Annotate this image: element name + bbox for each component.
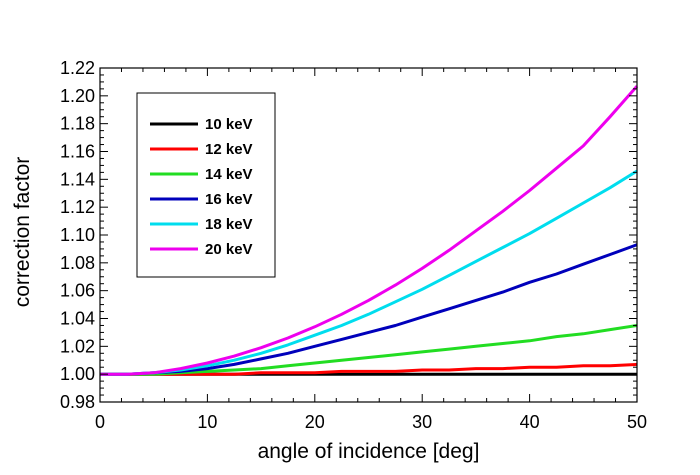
legend-label: 18 keV xyxy=(205,216,253,233)
legend-entry: 10 keV xyxy=(150,116,253,133)
legend-label: 16 keV xyxy=(205,191,253,208)
y-tick-label: 1.10 xyxy=(60,225,95,245)
series-line-14-kev xyxy=(100,324,638,376)
y-tick-label: 1.20 xyxy=(60,86,95,106)
y-tick-label: 1.02 xyxy=(60,336,95,356)
legend-entry: 16 keV xyxy=(150,191,253,208)
y-tick-label: 0.98 xyxy=(60,392,95,412)
legend-label: 10 keV xyxy=(205,116,253,133)
tick-labels: 0 10 20 30 40 50 0.98 1.00 1.02 1.04 1.06 1.08 1.10 1… xyxy=(60,58,647,432)
y-tick-label: 1.04 xyxy=(60,309,95,329)
y-tick-label: 1.06 xyxy=(60,281,95,301)
x-tick-label: 0 xyxy=(95,412,105,432)
y-tick-label: 1.22 xyxy=(60,58,95,78)
series-line-12-kev xyxy=(100,362,638,376)
y-tick-label: 1.12 xyxy=(60,197,95,217)
y-tick-label: 1.08 xyxy=(60,253,95,273)
legend: 10 keV 12 keV 14 keV 16 keV 18 keV 20 keV xyxy=(136,92,276,278)
x-tick-label: 20 xyxy=(305,412,325,432)
y-tick-label: 1.16 xyxy=(60,142,95,162)
x-tick-label: 30 xyxy=(412,412,432,432)
legend-label: 14 keV xyxy=(205,166,253,183)
x-tick-label: 10 xyxy=(197,412,217,432)
y-tick-label: 1.18 xyxy=(60,114,95,134)
x-axis-title: angle of incidence [deg] xyxy=(258,440,480,463)
x-tick-label: 40 xyxy=(520,412,540,432)
y-tick-label: 1.14 xyxy=(60,169,95,189)
x-tick-label: 50 xyxy=(627,412,647,432)
y-tick-label: 1.00 xyxy=(60,364,95,384)
ticks-layer xyxy=(99,67,638,403)
series-line-18-kev xyxy=(100,169,638,376)
y-axis-title: correction factor xyxy=(11,157,34,308)
legend-entry: 14 keV xyxy=(150,166,253,183)
series-line-20-kev xyxy=(100,85,639,376)
legend-label: 20 keV xyxy=(205,241,253,258)
legend-entry: 18 keV xyxy=(150,216,253,233)
legend-entry: 12 keV xyxy=(150,141,253,158)
series-layer xyxy=(100,85,639,376)
series-line-16-kev xyxy=(100,243,638,376)
legend-entry: 20 keV xyxy=(150,241,253,258)
legend-label: 12 keV xyxy=(205,141,253,158)
